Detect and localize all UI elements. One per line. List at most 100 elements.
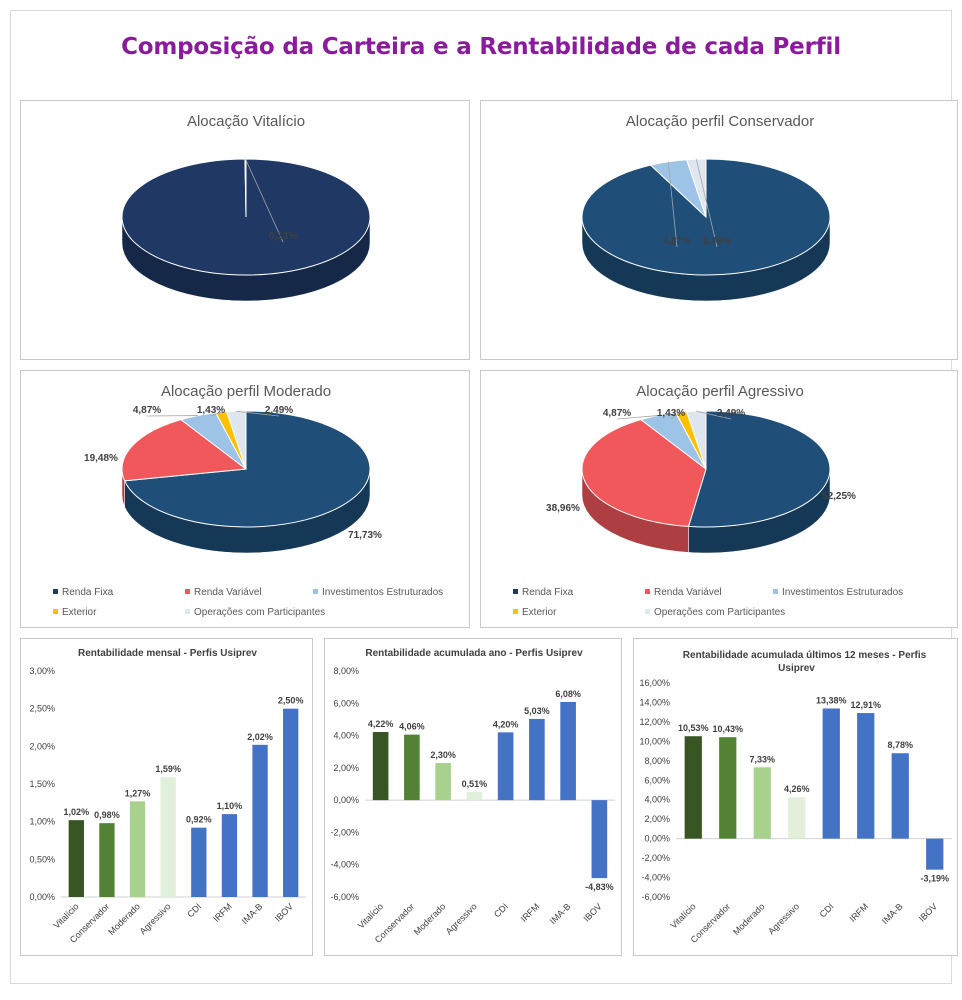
data-label-operacoes-com-participantes: 0,13% xyxy=(269,231,297,242)
x-tick-label-moderado: Moderado xyxy=(731,901,767,937)
leader-line xyxy=(616,415,658,420)
x-tick-label-irfm: IRFM xyxy=(519,901,542,924)
bar-agressivo xyxy=(466,791,483,801)
pie-slice-operacoes-com-participantes xyxy=(244,158,247,218)
x-tick-label-agressivo: Agressivo xyxy=(766,901,801,936)
data-label-irfm: 5,03% xyxy=(524,706,550,716)
bar-agressivo xyxy=(788,797,806,839)
x-tick-label-agressivo: Agressivo xyxy=(444,901,479,936)
leader-line xyxy=(210,411,222,417)
legend-swatch-renda-fixa xyxy=(53,589,58,594)
x-tick-label-moderado: Moderado xyxy=(106,901,142,937)
x-tick-label-vitalicio: Vitalício xyxy=(668,901,697,930)
x-tick-label-cdi: CDI xyxy=(185,901,203,919)
legend-label-investimentos-estruturados: Investimentos Estruturados xyxy=(782,587,903,598)
bar-vitalicio xyxy=(372,732,389,801)
data-label-renda-fixa: 52,25% xyxy=(822,491,856,502)
pie-slice-renda-fixa xyxy=(687,410,831,528)
y-tick-label: 8,00% xyxy=(644,756,670,766)
data-label-exterior: 1,43% xyxy=(197,405,225,416)
data-label-investimentos-estruturados: 4,87% xyxy=(603,408,631,419)
data-label-renda-variavel: 38,96% xyxy=(546,503,580,514)
page-title: Composição da Carteira e a Rentabilidade… xyxy=(121,34,841,60)
y-tick-label: -6,00% xyxy=(641,892,670,902)
x-tick-label-vitalicio: Vitalício xyxy=(51,901,80,930)
legend-label-renda-variavel: Renda Variável xyxy=(654,587,722,598)
legend-swatch-investimentos-estruturados xyxy=(313,589,318,594)
y-tick-label: -2,00% xyxy=(641,853,670,863)
bar-vitalicio xyxy=(684,736,702,839)
y-tick-label: 4,00% xyxy=(644,795,670,805)
bar-agressivo xyxy=(160,777,176,897)
data-label-agressivo: 4,26% xyxy=(784,784,810,794)
legend-label-operacoes-com-participantes: Operações com Participantes xyxy=(654,607,785,618)
y-tick-label: 6,00% xyxy=(644,775,670,785)
data-label-operacoes-com-participantes: 2,49% xyxy=(265,405,293,416)
bar-ibov xyxy=(926,838,944,870)
data-label-ima-b: 6,08% xyxy=(555,689,581,699)
y-tick-label: 0,00% xyxy=(29,892,55,902)
y-tick-label: 0,00% xyxy=(333,795,359,805)
chart-title: Alocação perfil Conservador xyxy=(626,113,814,130)
pie-slice-renda-variavel xyxy=(581,419,707,527)
bar-svg: Rentabilidade mensal - Perfis Usiprev 0,0… xyxy=(29,648,306,945)
data-label-vitalicio: 10,53% xyxy=(678,723,709,733)
data-label-ibov: -3,19% xyxy=(920,874,949,884)
x-tick-label-ima-b: IMA-B xyxy=(880,901,905,926)
data-label-conservador: 10,43% xyxy=(712,724,743,734)
legend-label-renda-fixa: Renda Fixa xyxy=(62,587,114,598)
bar-irfm xyxy=(221,814,238,897)
y-tick-label: -6,00% xyxy=(330,892,359,902)
data-label-investimentos-estruturados: 4,87% xyxy=(663,236,691,247)
data-label-vitalicio: 4,22% xyxy=(368,719,394,729)
x-tick-label-ibov: IBOV xyxy=(582,901,604,923)
bar-svg: Rentabilidade acumulada últimos 12 meses… xyxy=(639,650,952,945)
bar-cdi xyxy=(497,732,514,801)
y-tick-label: 2,00% xyxy=(29,741,55,751)
data-label-agressivo: 1,59% xyxy=(155,764,181,774)
bar-ima-b xyxy=(560,701,576,801)
pie-svg: Alocação perfil Agressivo 52,25% 38,96% 4,8… xyxy=(513,383,903,618)
chart-title: Alocação perfil Moderado xyxy=(161,383,331,400)
data-label-ibov: -4,83% xyxy=(585,882,614,892)
x-tick-label-agressivo: Agressivo xyxy=(138,901,173,936)
leader-line xyxy=(245,158,284,243)
chart-title: Alocação perfil Agressivo xyxy=(636,383,804,400)
legend-label-renda-fixa: Renda Fixa xyxy=(522,587,574,598)
leader-line xyxy=(670,411,682,420)
x-tick-label-cdi: CDI xyxy=(818,901,836,919)
leader-line xyxy=(695,159,718,248)
y-tick-label: 2,00% xyxy=(644,814,670,824)
data-label-renda-variavel: 19,48% xyxy=(84,453,118,464)
chart-title: Alocação Vitalício xyxy=(187,113,305,130)
bar-cdi xyxy=(822,708,840,839)
x-tick-label-ibov: IBOV xyxy=(273,901,295,923)
y-tick-label: 8,00% xyxy=(333,666,359,676)
pie-slice-operacoes-com-participantes xyxy=(225,410,247,470)
legend-swatch-exterior xyxy=(513,609,518,614)
leader-line xyxy=(696,410,732,420)
y-tick-label: 1,50% xyxy=(29,779,55,789)
x-tick-label-moderado: Moderado xyxy=(412,901,448,937)
pie-chart-agressivo: Alocação perfil Agressivo 52,25% 38,96% 4,8… xyxy=(480,370,958,628)
bar-vitalicio xyxy=(68,820,84,897)
legend-swatch-renda-variavel xyxy=(185,589,190,594)
bar-irfm xyxy=(529,718,545,801)
data-label-cdi: 0,92% xyxy=(186,815,212,825)
pie-chart-moderado: Alocação perfil Moderado 71,73% 19,48% 4,87… xyxy=(20,370,470,628)
y-tick-label: 0,50% xyxy=(29,854,55,864)
data-label-operacoes-com-participantes: 2,49% xyxy=(717,408,745,419)
bar-ima-b xyxy=(891,753,909,839)
y-tick-label: 1,00% xyxy=(29,817,55,827)
bar-conservador xyxy=(99,823,115,897)
y-tick-label: 3,00% xyxy=(29,666,55,676)
data-label-conservador: 0,98% xyxy=(94,810,120,820)
y-tick-label: -2,00% xyxy=(330,827,359,837)
y-tick-label: -4,00% xyxy=(330,860,359,870)
bar-moderado xyxy=(435,763,451,801)
x-tick-label-cdi: CDI xyxy=(492,901,510,919)
bar-ibov xyxy=(591,800,608,879)
x-tick-label-irfm: IRFM xyxy=(848,901,871,924)
pie-svg: Alocação perfil Moderado 71,73% 19,48% 4,87… xyxy=(53,383,443,618)
bar-ima-b xyxy=(252,744,268,897)
